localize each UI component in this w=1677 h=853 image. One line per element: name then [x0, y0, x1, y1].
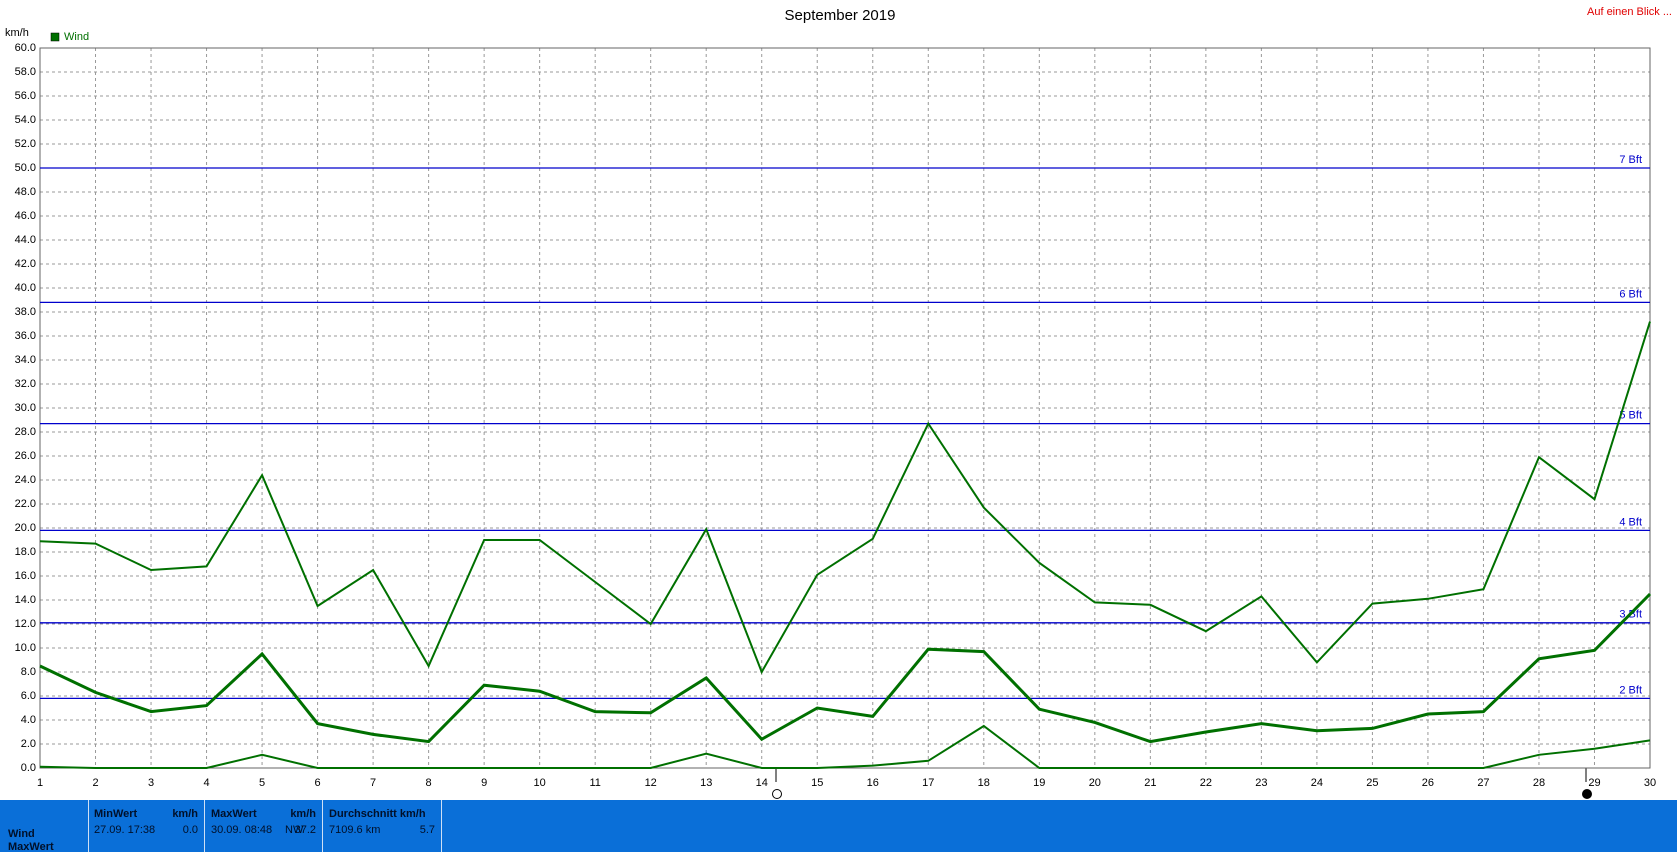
legend-swatch: [50, 32, 60, 42]
x-tick-label: 21: [1144, 777, 1156, 789]
y-tick-label: 36.0: [15, 330, 36, 342]
wind-line: [39, 321, 1651, 675]
new-moon-icon: [1582, 789, 1592, 799]
y-tick-label: 38.0: [15, 306, 36, 318]
y-tick-label: 2.0: [21, 738, 36, 750]
time: 30.09. 08:48: [211, 824, 273, 836]
x-tick-label: 30: [1644, 777, 1656, 789]
avg-cell: Durchschnitt km/h 7109.6 km 5.7: [323, 800, 442, 852]
chart: September 2019 km/h Auf einen Blick ... …: [5, 6, 1672, 799]
value: 37.2: [294, 824, 316, 836]
beaufort-label: 2 Bft: [1619, 684, 1642, 696]
x-tick-label: 7: [370, 777, 376, 789]
y-tick-label: 8.0: [21, 666, 36, 678]
value: 0.0: [182, 824, 198, 836]
y-tick-label: 44.0: [15, 234, 36, 246]
wind-line: [39, 724, 1651, 769]
full-moon-icon: [772, 789, 782, 799]
wind-line: [39, 592, 1652, 744]
x-tick-label: 6: [315, 777, 321, 789]
y-tick-label: 30.0: [15, 402, 36, 414]
row-label: MaxWert: [8, 841, 54, 853]
x-tick-label: 8: [426, 777, 432, 789]
y-axis-label: km/h: [5, 27, 29, 39]
legend-label: Wind: [64, 31, 89, 43]
y-tick-label: 20.0: [15, 522, 36, 534]
x-tick-label: 10: [534, 777, 546, 789]
x-tick-label: 2: [92, 777, 98, 789]
y-tick-label: 60.0: [15, 42, 36, 54]
y-tick-label: 46.0: [15, 210, 36, 222]
beaufort-label: 4 Bft: [1619, 516, 1642, 528]
x-tick-label: 23: [1255, 777, 1267, 789]
value: 5.7: [419, 824, 435, 836]
distance: 7109.6 km: [329, 824, 381, 836]
header: MinWert: [94, 808, 138, 820]
x-tick-label: 3: [148, 777, 154, 789]
min-cell: MinWert km/h 27.09. 17:38 0.0: [88, 800, 205, 852]
x-tick-label: 5: [259, 777, 265, 789]
beaufort-label: 7 Bft: [1619, 154, 1642, 166]
y-tick-label: 48.0: [15, 186, 36, 198]
y-tick-label: 50.0: [15, 162, 36, 174]
time: 27.09. 17:38: [94, 824, 156, 836]
x-tick-label: 20: [1089, 777, 1101, 789]
y-tick-label: 6.0: [21, 690, 36, 702]
x-tick-label: 22: [1200, 777, 1212, 789]
x-tick-label: 28: [1533, 777, 1545, 789]
x-tick-label: 16: [867, 777, 879, 789]
chart-title: September 2019: [785, 7, 896, 24]
summary-panel: Wind MaxWert MinWert km/h 27.09. 17:38 0…: [0, 800, 1677, 853]
x-tick-label: 25: [1366, 777, 1378, 789]
x-tick-label: 11: [589, 777, 600, 789]
overview-link[interactable]: Auf einen Blick ...: [1587, 6, 1672, 18]
y-tick-label: 18.0: [15, 546, 36, 558]
x-tick-label: 19: [1033, 777, 1045, 789]
x-tick-label: 1: [37, 777, 43, 789]
x-tick-label: 9: [481, 777, 487, 789]
row-label-cell: Wind MaxWert: [0, 800, 89, 853]
y-tick-label: 0.0: [21, 762, 36, 774]
header: Durchschnitt km/h: [329, 808, 426, 820]
y-tick-label: 14.0: [15, 594, 36, 606]
y-tick-label: 22.0: [15, 498, 36, 510]
x-tick-label: 17: [922, 777, 934, 789]
x-tick-label: 18: [978, 777, 990, 789]
max-cell: MaxWert km/h 30.09. 08:48 NW 37.2: [205, 800, 323, 852]
header: MaxWert: [211, 808, 257, 820]
y-tick-label: 24.0: [15, 474, 36, 486]
x-tick-label: 26: [1422, 777, 1434, 789]
y-tick-label: 12.0: [15, 618, 36, 630]
x-tick-label: 12: [645, 777, 657, 789]
x-tick-label: 4: [203, 777, 209, 789]
y-tick-label: 4.0: [21, 714, 36, 726]
x-tick-label: 24: [1311, 777, 1323, 789]
beaufort-label: 5 Bft: [1619, 410, 1642, 422]
y-tick-label: 26.0: [15, 450, 36, 462]
unit: km/h: [172, 808, 198, 820]
y-tick-label: 58.0: [15, 66, 36, 78]
y-tick-label: 54.0: [15, 114, 36, 126]
y-tick-label: 34.0: [15, 354, 36, 366]
y-tick-label: 40.0: [15, 282, 36, 294]
x-tick-label: 13: [700, 777, 712, 789]
row-label: Wind: [8, 828, 35, 840]
y-tick-label: 32.0: [15, 378, 36, 390]
y-tick-label: 16.0: [15, 570, 36, 582]
y-tick-label: 52.0: [15, 138, 36, 150]
direction: NW: [285, 824, 304, 836]
x-tick-label: 14: [756, 777, 768, 789]
x-tick-label: 27: [1477, 777, 1489, 789]
x-tick-label: 15: [811, 777, 823, 789]
unit: km/h: [290, 808, 316, 820]
y-tick-label: 56.0: [15, 90, 36, 102]
y-tick-label: 28.0: [15, 426, 36, 438]
y-tick-label: 42.0: [15, 258, 36, 270]
x-tick-label: 29: [1588, 777, 1600, 789]
y-tick-label: 10.0: [15, 642, 36, 654]
plot-frame: [39, 47, 1651, 769]
beaufort-label: 6 Bft: [1619, 288, 1642, 300]
